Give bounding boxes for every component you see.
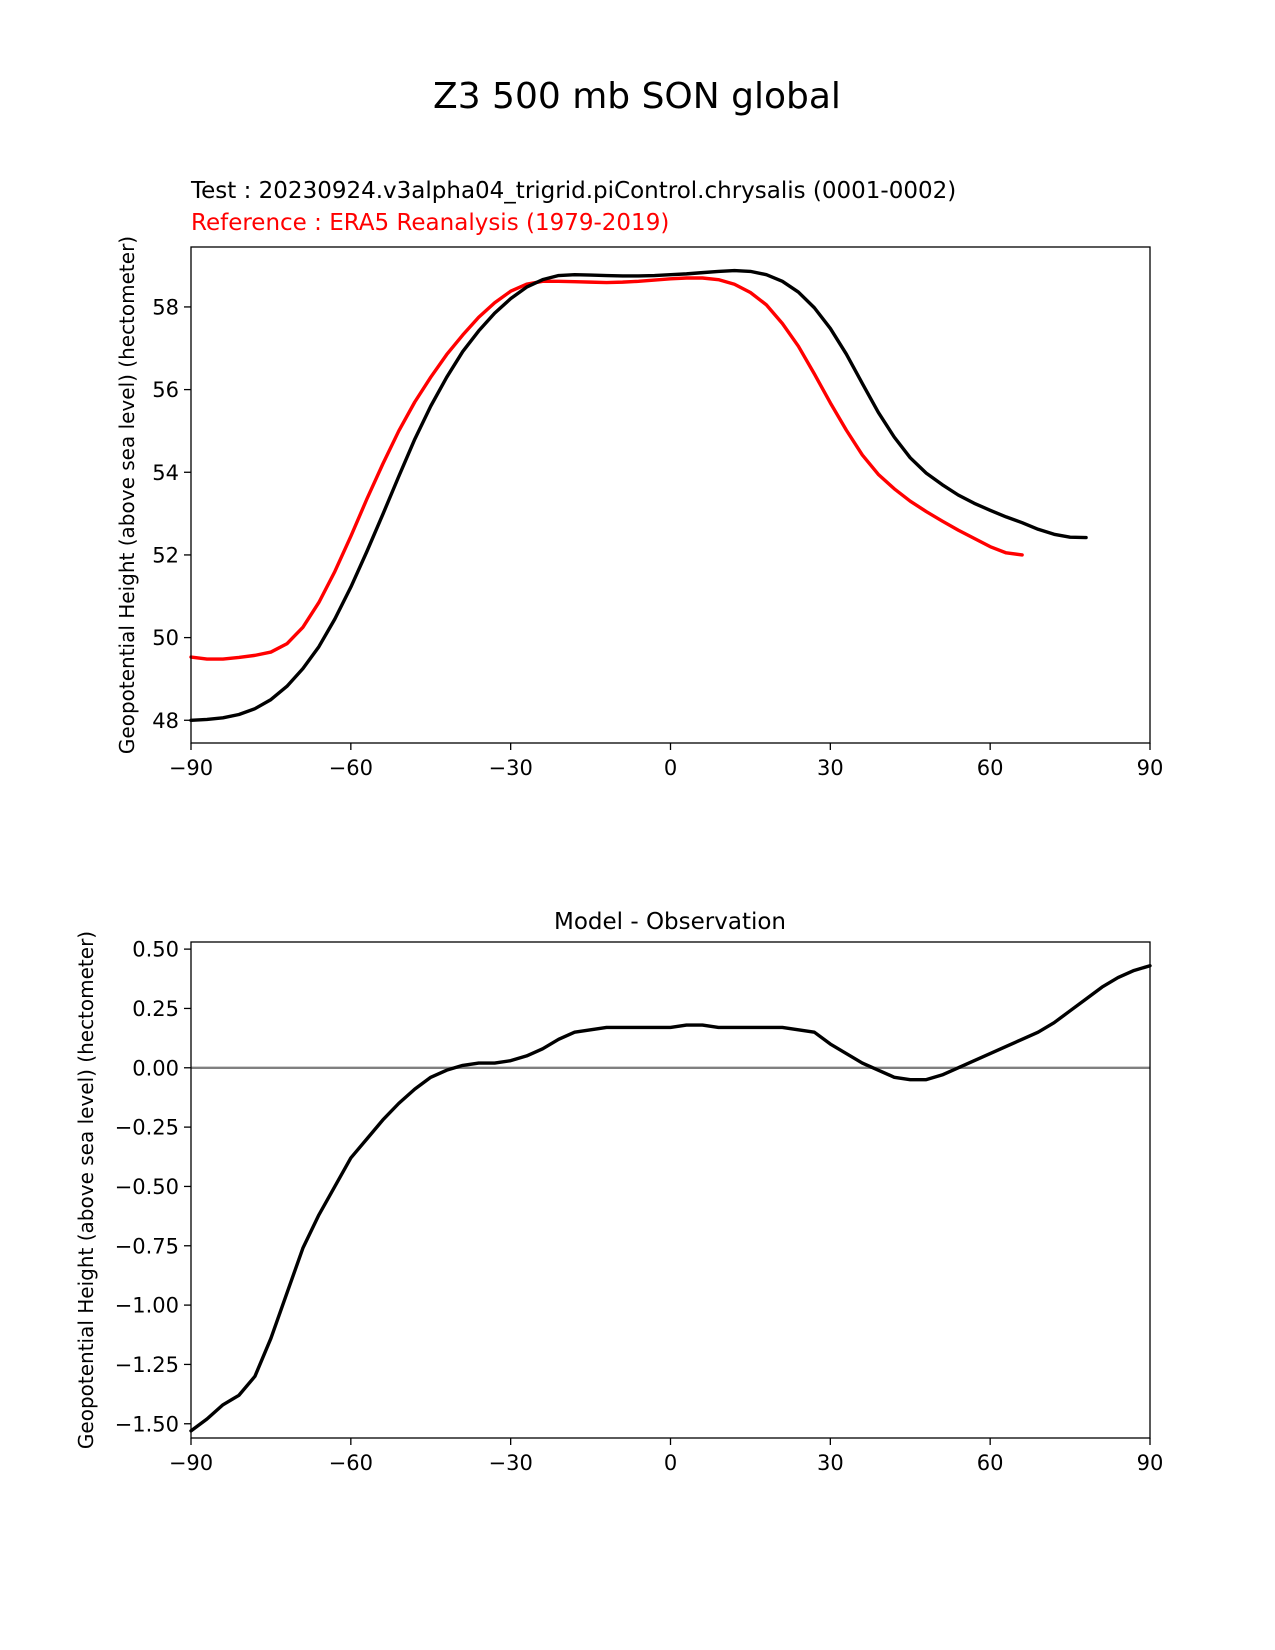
bottom-series-model-observation-line — [189, 964, 1152, 1433]
bottom-y-tick-label: 0.25 — [132, 997, 179, 1021]
reference-subtitle: Reference : ERA5 Reanalysis (1979-2019) — [191, 210, 669, 236]
bottom-x-tick-label: 60 — [977, 1451, 1004, 1475]
bottom-x-tick-label: −30 — [489, 1451, 533, 1475]
top-y-tick-label: 50 — [152, 626, 179, 650]
bottom-ticks-layer: −90 −60 −30 0 30 60 90 0.50 0.25 0.00 −0.25 −0.50 −0… — [115, 938, 1164, 1475]
bottom-y-tick-label: −0.25 — [115, 1116, 179, 1140]
bottom-series-layer — [189, 964, 1152, 1433]
top-y-tick-label: 52 — [152, 543, 179, 567]
bottom-y-tick-label: 0.50 — [132, 938, 179, 962]
top-x-tick-label: −60 — [329, 756, 373, 780]
top-series-test-line — [189, 268, 1088, 722]
bottom-y-tick-label: −1.00 — [115, 1294, 179, 1318]
top-series-layer — [189, 268, 1088, 722]
top-series-reference-line — [189, 276, 1024, 661]
bottom-x-tick-label: 30 — [817, 1451, 844, 1475]
bottom-y-tick-label: −0.75 — [115, 1234, 179, 1258]
figure-suptitle: Z3 500 mb SON global — [433, 76, 841, 117]
bottom-y-axis-label: Geopotential Height (above sea level) (h… — [74, 931, 98, 1449]
bottom-x-tick-label: 90 — [1137, 1451, 1164, 1475]
top-x-tick-label: 60 — [977, 756, 1004, 780]
bottom-y-tick-label: −1.25 — [115, 1353, 179, 1377]
top-ticks-layer: −90 −60 −30 0 30 60 90 48 50 52 54 56 58 — [152, 295, 1163, 780]
top-y-tick-label: 48 — [152, 709, 179, 733]
top-x-tick-label: 90 — [1137, 756, 1164, 780]
bottom-x-tick-label: 0 — [664, 1451, 677, 1475]
bottom-y-tick-label: −0.50 — [115, 1175, 179, 1199]
top-y-tick-label: 58 — [152, 295, 179, 319]
difference-title: Model - Observation — [554, 909, 786, 935]
top-y-tick-label: 54 — [152, 461, 179, 485]
top-x-tick-label: 0 — [664, 756, 677, 780]
bottom-y-tick-label: −1.50 — [115, 1412, 179, 1436]
top-panel: Test : 20230924.v3alpha04_trigrid.piCont… — [115, 178, 1163, 780]
test-subtitle: Test : 20230924.v3alpha04_trigrid.piCont… — [190, 178, 956, 204]
top-x-tick-label: −30 — [489, 756, 533, 780]
bottom-panel: Model - Observation −90 −60 −30 0 30 60 90 0.50… — [74, 909, 1163, 1475]
top-y-tick-label: 56 — [152, 378, 179, 402]
top-x-tick-label: 30 — [817, 756, 844, 780]
bottom-x-tick-label: −60 — [329, 1451, 373, 1475]
bottom-x-tick-label: −90 — [169, 1451, 213, 1475]
top-x-tick-label: −90 — [169, 756, 213, 780]
bottom-y-tick-label: 0.00 — [132, 1056, 179, 1080]
top-y-axis-label: Geopotential Height (above sea level) (h… — [115, 236, 139, 754]
